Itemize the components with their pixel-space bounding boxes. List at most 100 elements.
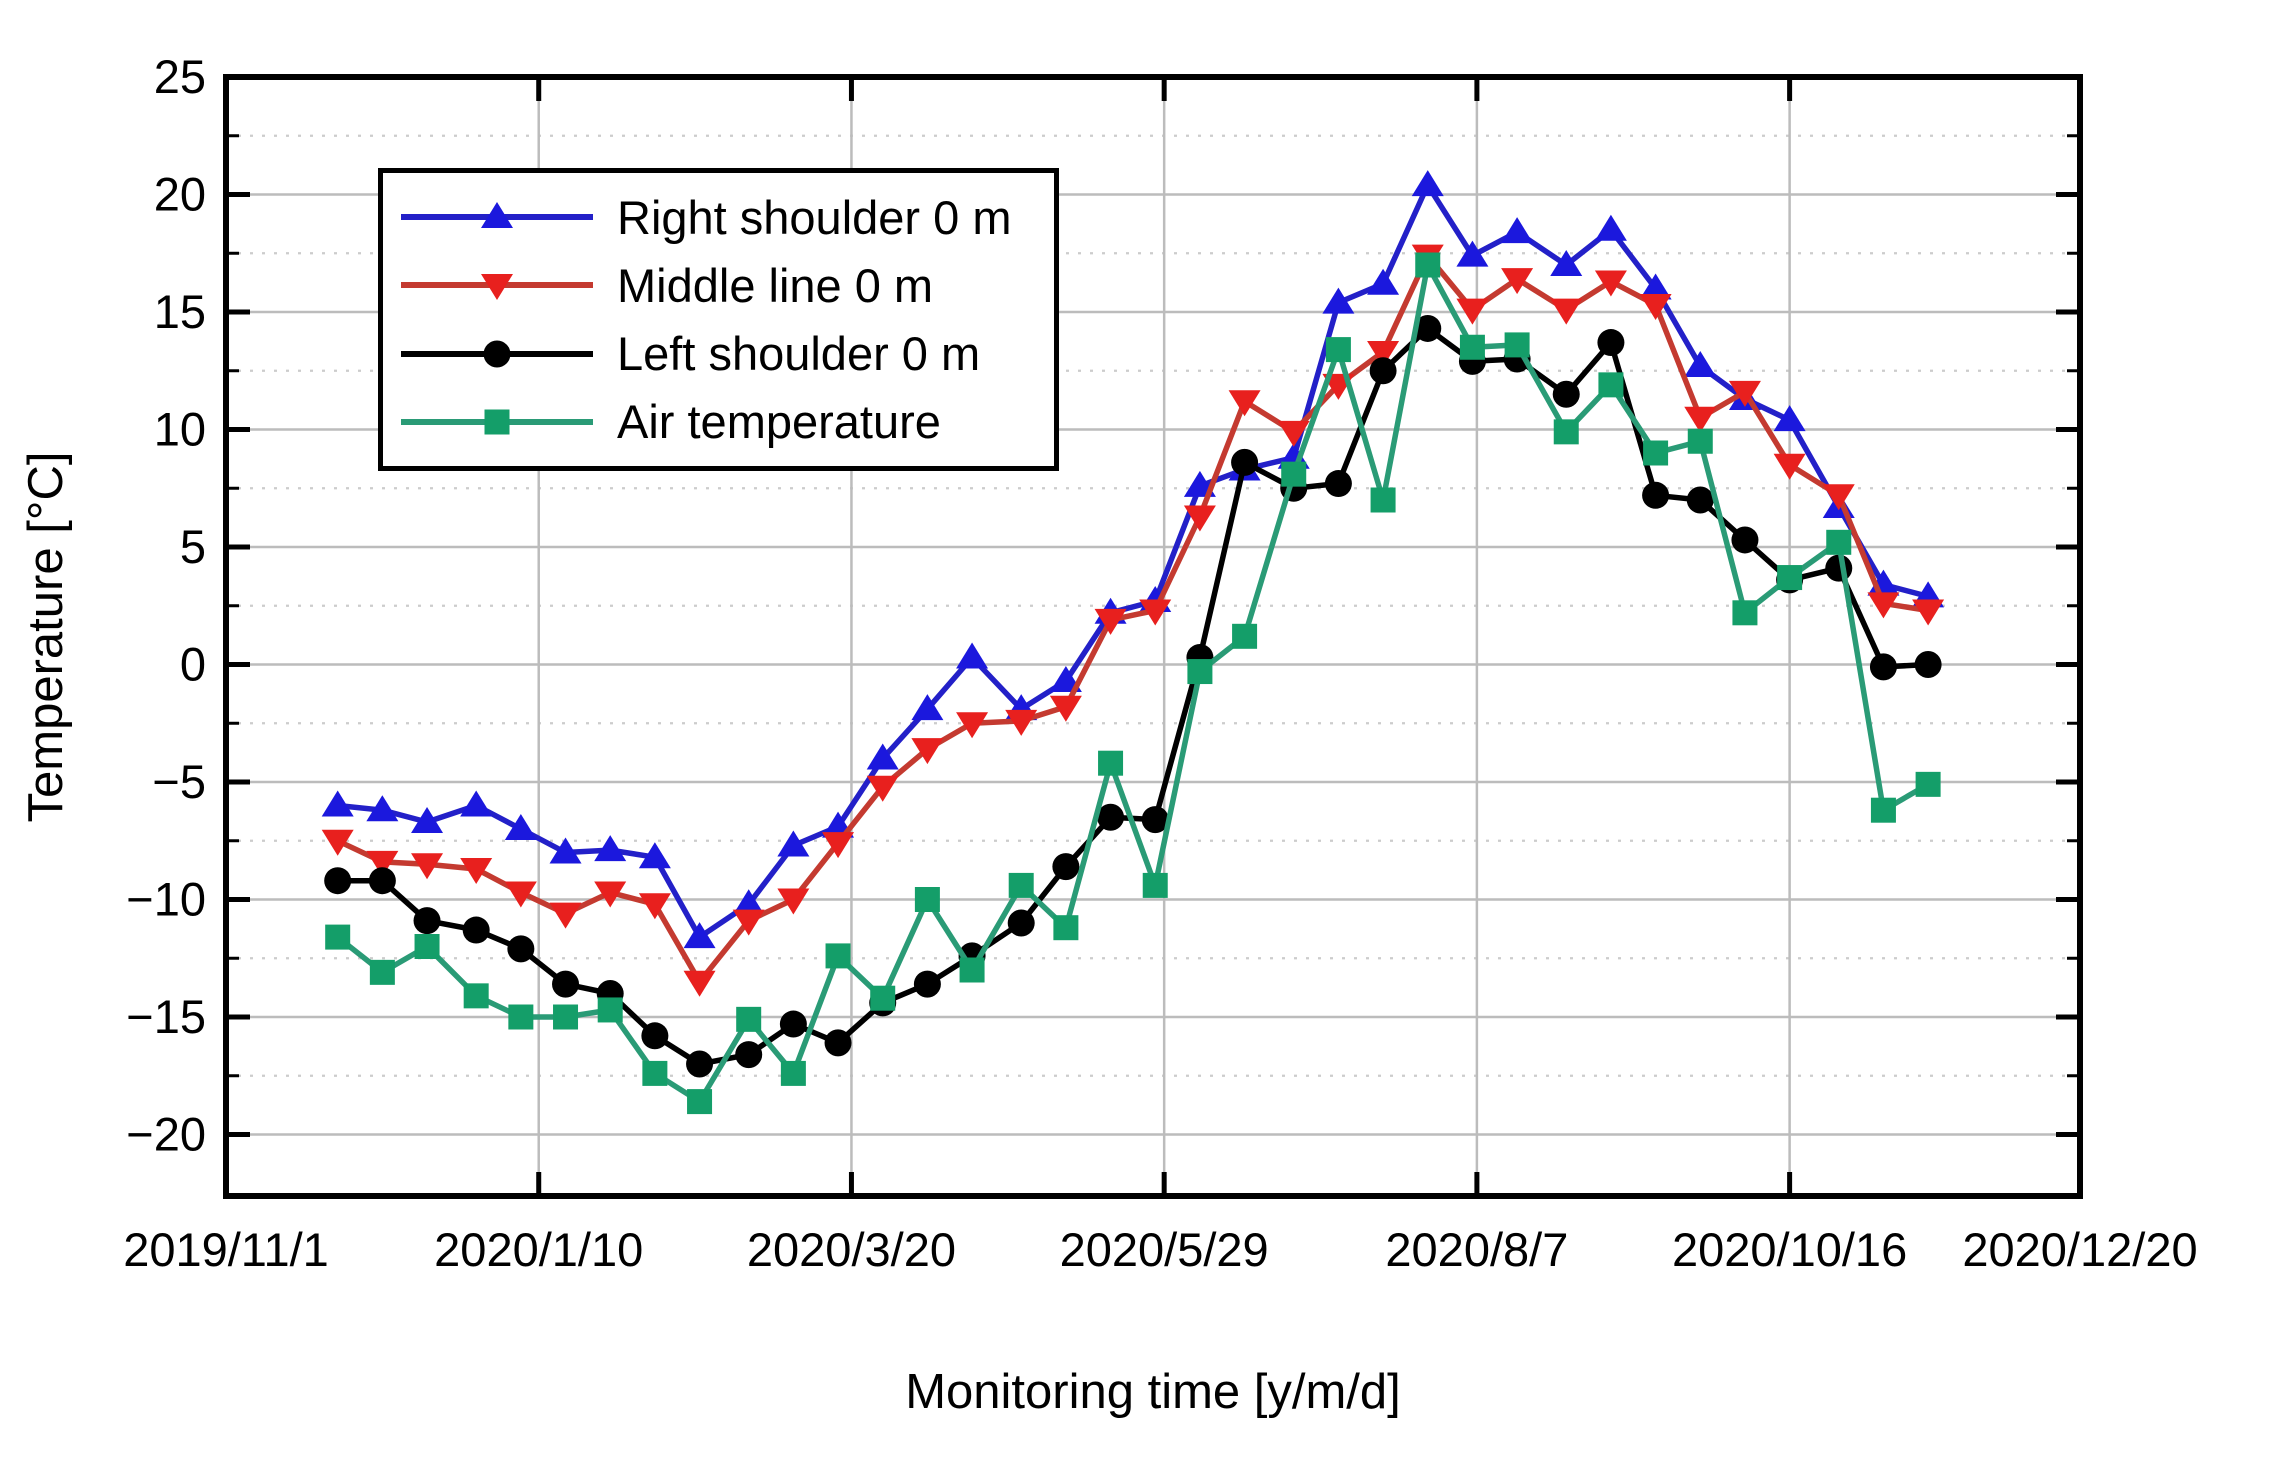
data-point [1370,487,1396,513]
data-point [1686,486,1714,514]
data-point [1052,853,1080,881]
x-tick-label: 2020/5/29 [1060,1223,1269,1276]
data-point [1504,332,1530,358]
data-point [1777,565,1803,591]
data-point [736,1006,762,1032]
data-point [1415,252,1441,278]
data-point [959,957,985,983]
data-point [956,712,989,739]
data-point [366,850,399,877]
data-point [484,409,510,435]
data-point [1053,915,1079,941]
data-point [1597,329,1625,357]
data-point [1598,372,1624,398]
legend-triangle-down-icon [401,274,593,301]
data-point [1643,440,1669,466]
data-point [1322,287,1355,314]
data-point [1594,270,1627,297]
data-point [1187,659,1213,685]
data-point [1183,505,1216,532]
data-point [553,1004,579,1030]
data-point [780,1060,806,1086]
x-tick-label: 2020/12/20 [1962,1223,2197,1276]
data-point [504,881,537,908]
data-point [1098,750,1124,776]
data-point [413,907,441,935]
data-point [1456,298,1489,325]
y-tick-label: −20 [126,1108,206,1161]
data-point [1687,428,1713,454]
data-point [549,837,582,864]
data-point [822,832,855,859]
data-point [369,959,395,985]
legend-square-icon [401,409,593,435]
legend-item-left-shoulder: Left shoulder 0 m [397,330,1046,377]
data-point [594,835,627,862]
data-point [483,340,511,368]
data-point [732,889,765,916]
data-point [321,790,354,817]
data-point [324,867,352,895]
series-air-temperature [325,252,1941,1115]
y-tick-label: 10 [154,403,206,456]
legend-label-right-shoulder: Right shoulder 0 m [617,190,1012,244]
data-point [325,924,351,950]
x-tick-label: 2020/1/10 [434,1223,643,1276]
data-point [866,743,899,770]
data-line [334,252,1931,985]
data-point [1728,380,1761,407]
data-point [779,1010,807,1038]
data-point [866,775,899,802]
data-point [366,795,399,822]
y-tick-label: 15 [154,285,206,338]
legend-item-right-shoulder: Right shoulder 0 m [397,194,1046,241]
data-point [552,970,580,998]
data-point [870,985,896,1011]
data-point [1281,461,1307,487]
x-tick-label: 2020/3/20 [747,1223,956,1276]
data-point [638,893,671,920]
data-point [368,867,396,895]
tick-labels: 25 20 15 10 5 0 −5 −10 −15 −20 2019/11/1 2020/1/10 2… [123,50,2197,1276]
y-tick-label: −5 [152,755,206,808]
data-point [686,1050,714,1078]
data-point [911,738,944,765]
data-point [1277,420,1310,447]
data-point [1367,268,1400,295]
data-point [1005,709,1038,736]
data-point [504,814,537,840]
data-point [1684,406,1717,433]
data-point [1139,599,1172,626]
data-point [1456,240,1489,267]
data-point [1912,599,1945,626]
data-point [460,857,493,884]
data-point [549,902,582,929]
data-point [411,806,444,833]
data-point [1732,600,1758,626]
data-point [638,842,671,869]
data-point [462,916,490,944]
data-point [1049,695,1082,722]
data-point [1232,623,1258,649]
x-tick-label: 2019/11/1 [123,1223,329,1276]
data-point [683,922,716,949]
data-point [508,1004,534,1030]
data-point [1228,390,1261,417]
data-point [1594,214,1627,241]
series-middle-line-0-m [321,244,1945,997]
data-point [777,830,810,857]
data-point [597,997,623,1023]
legend-item-middle-line: Middle line 0 m [397,262,1046,309]
data-point [1639,293,1672,320]
legend-label-air-temperature: Air temperature [617,395,941,449]
data-point [1324,470,1352,498]
y-tick-label: −10 [126,873,206,926]
data-point [824,1029,852,1057]
data-point [642,1060,668,1086]
data-point [914,887,940,912]
data-point [1411,170,1444,197]
data-point [411,853,444,880]
data-point [683,970,716,997]
